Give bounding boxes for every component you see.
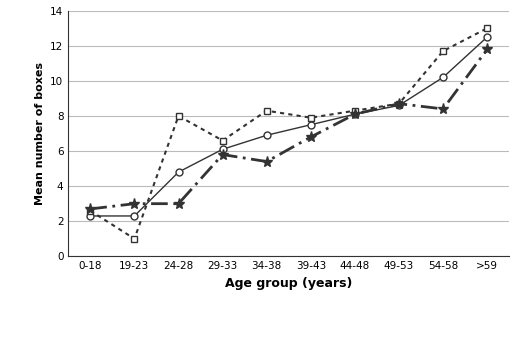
Y-axis label: Mean number of boxes: Mean number of boxes bbox=[35, 62, 45, 205]
Legend: average consumption, men, women: average consumption, men, women bbox=[116, 355, 462, 356]
X-axis label: Age group (years): Age group (years) bbox=[225, 277, 352, 290]
